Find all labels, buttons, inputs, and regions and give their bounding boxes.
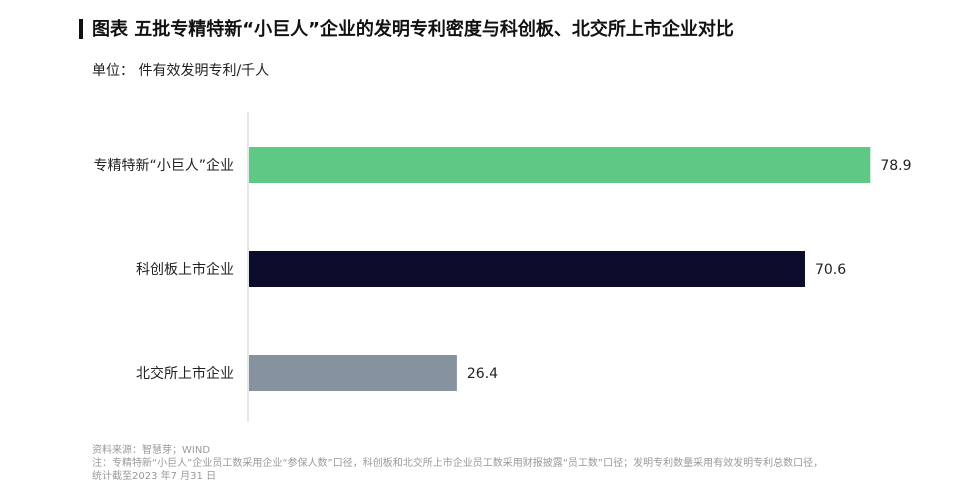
value-label-2: 70.6 — [815, 262, 846, 278]
title-accent-bar — [79, 19, 83, 39]
value-label-1: 78.9 — [880, 158, 911, 174]
category-label-2: 科创板上市企业 — [136, 261, 234, 278]
value-label-3: 26.4 — [467, 366, 498, 382]
category-label-3: 北交所上市企业 — [136, 365, 234, 382]
bar-2 — [249, 251, 805, 287]
category-label-1: 专精特新“小巨人”企业 — [93, 157, 234, 174]
bar-1 — [249, 147, 871, 183]
bar-3 — [249, 355, 457, 391]
source-note: 资料来源：智慧芽；WIND — [92, 445, 211, 456]
chart-title: 图表 五批专精特新“小巨人”企业的发明专利密度与科创板、北交所上市企业对比 — [92, 19, 734, 40]
chart-notes: 资料来源：智慧芽；WIND 注：专精特新“小巨人”企业员工数采用企业“参保人数”… — [92, 444, 832, 483]
chart-unit: 单位： 件有效发明专利/千人 — [92, 63, 270, 79]
footnote: 注：专精特新“小巨人”企业员工数采用企业“参保人数”口径，科创板和北交所上市企业… — [92, 458, 824, 482]
